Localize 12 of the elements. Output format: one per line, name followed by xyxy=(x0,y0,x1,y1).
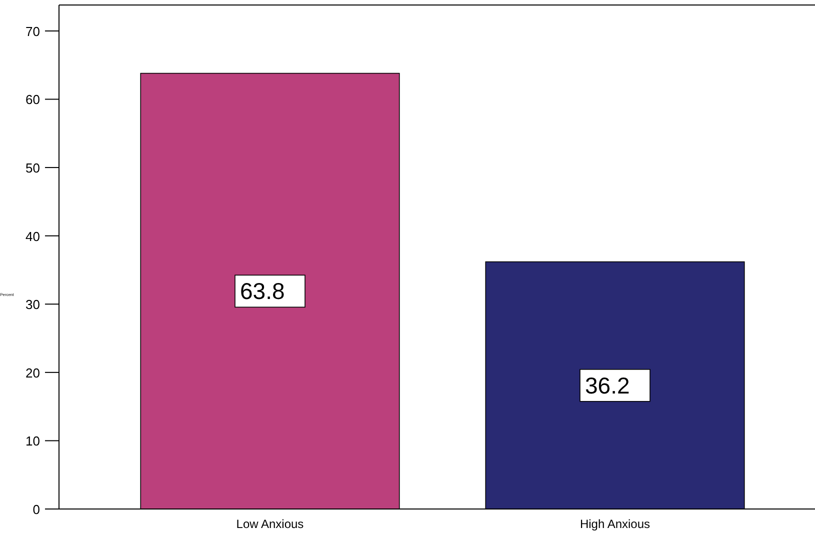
x-tick-label: High Anxious xyxy=(580,517,650,531)
data-label: 63.8 xyxy=(240,278,285,304)
y-tick-label: 40 xyxy=(26,228,40,244)
x-tick-label: Low Anxious xyxy=(236,517,304,531)
y-tick-label: 0 xyxy=(32,502,40,517)
y-tick-label: 50 xyxy=(26,160,40,176)
y-tick-label: 60 xyxy=(26,92,40,108)
data-label: 36.2 xyxy=(585,372,630,398)
y-tick-label: 10 xyxy=(26,434,40,449)
y-tick-label: 30 xyxy=(26,297,40,312)
y-tick-label: 70 xyxy=(26,24,40,39)
y-tick-label: 20 xyxy=(26,365,40,380)
